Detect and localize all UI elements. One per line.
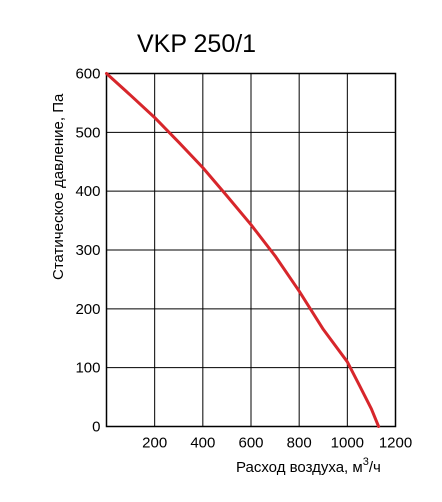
- y-tick-label: 0: [92, 419, 100, 436]
- y-axis-label: Статическое давление, Па: [50, 93, 67, 280]
- x-tick-label: 1200: [379, 435, 412, 452]
- x-tick-labels: 200 400 600 800 1000 1200: [142, 435, 412, 452]
- x-tick-label: 1000: [331, 435, 364, 452]
- x-tick-label: 200: [142, 435, 167, 452]
- x-tick-label: 800: [287, 435, 312, 452]
- y-tick-label: 400: [75, 183, 100, 200]
- y-tick-label: 200: [75, 301, 100, 318]
- plot-frame: [105, 72, 397, 428]
- y-tick-label: 600: [75, 66, 100, 83]
- x-axis-label-text: Расход воздуха, м: [236, 459, 363, 476]
- x-axis-label: Расход воздуха, м3/ч: [236, 456, 381, 476]
- y-tick-label: 100: [75, 360, 100, 377]
- x-tick-label: 600: [238, 435, 263, 452]
- x-tick-label: 400: [190, 435, 215, 452]
- y-tick-label: 500: [75, 124, 100, 141]
- plot-grid: [106, 73, 396, 427]
- chart-title: VKP 250/1: [137, 30, 256, 58]
- x-axis-label-superscript: 3: [363, 456, 369, 468]
- airflow-pressure-curve: [105, 72, 381, 428]
- y-tick-label: 300: [75, 242, 100, 259]
- y-tick-labels: 0 100 200 300 400 500 600: [75, 66, 100, 436]
- x-axis-label-tail: /ч: [369, 459, 381, 476]
